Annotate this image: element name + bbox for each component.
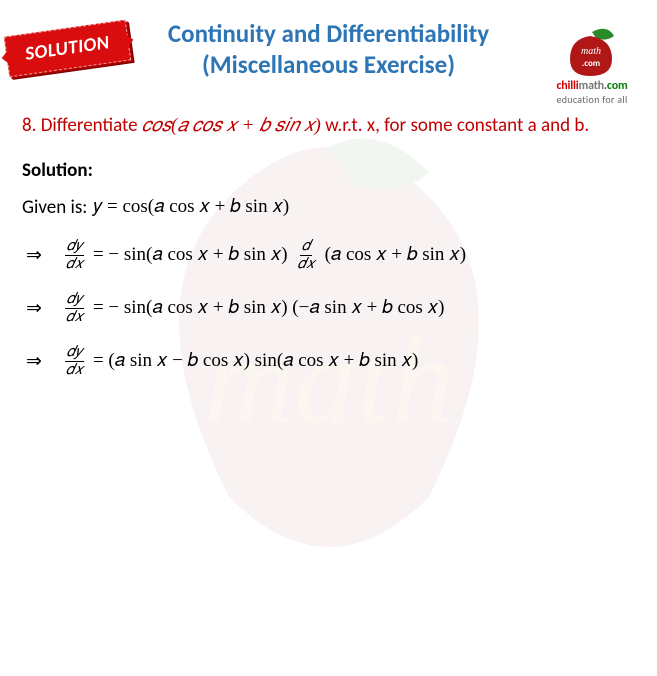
given-expression: 𝑦 = cos(𝑎 cos 𝑥 + 𝑏 sin 𝑥) (93, 196, 289, 218)
solution-heading: Solution: (22, 159, 635, 182)
problem-post: w.r.t. x, for some constant a and b. (321, 114, 589, 137)
dy-dx-fraction: 𝑑𝑦 𝑑𝑥 (64, 345, 85, 378)
step1-part2: (𝑎 cos 𝑥 + 𝑏 sin 𝑥) (325, 244, 466, 266)
dy-dx-fraction: 𝑑𝑦 𝑑𝑥 (64, 239, 85, 272)
step-1: ⇒ 𝑑𝑦 𝑑𝑥 = − sin(𝑎 cos 𝑥 + 𝑏 sin 𝑥) 𝑑 𝑑𝑥 … (22, 239, 635, 272)
implies-arrow: ⇒ (26, 350, 42, 373)
d-dx-fraction: 𝑑 𝑑𝑥 (296, 239, 317, 272)
svg-text:.com: .com (582, 58, 600, 69)
svg-text:math: math (581, 46, 601, 57)
content-area: 8. Differentiate 𝑐𝑜𝑠(𝑎 𝑐𝑜𝑠 𝑥 + 𝑏 𝑠𝑖𝑛 𝑥) … (0, 81, 657, 388)
step-3: ⇒ 𝑑𝑦 𝑑𝑥 = (𝑎 sin 𝑥 − 𝑏 cos 𝑥) sin(𝑎 cos … (22, 345, 635, 378)
given-line: Given is: 𝑦 = cos(𝑎 cos 𝑥 + 𝑏 sin 𝑥) (22, 196, 635, 219)
step3-rhs: = (𝑎 sin 𝑥 − 𝑏 cos 𝑥) sin(𝑎 cos 𝑥 + 𝑏 si… (93, 350, 418, 372)
implies-arrow: ⇒ (26, 297, 42, 320)
problem-statement: 8. Differentiate 𝑐𝑜𝑠(𝑎 𝑐𝑜𝑠 𝑥 + 𝑏 𝑠𝑖𝑛 𝑥) … (22, 107, 635, 145)
chili-icon: math .com (562, 24, 622, 79)
problem-number: 8. (22, 114, 36, 137)
problem-expression: 𝑐𝑜𝑠(𝑎 𝑐𝑜𝑠 𝑥 + 𝑏 𝑠𝑖𝑛 𝑥) (142, 115, 321, 136)
problem-pre: Differentiate (41, 114, 142, 137)
solution-banner-text: SOLUTION (24, 31, 111, 66)
step-2: ⇒ 𝑑𝑦 𝑑𝑥 = − sin(𝑎 cos 𝑥 + 𝑏 sin 𝑥) (−𝑎 s… (22, 292, 635, 325)
given-prefix: Given is: (22, 196, 87, 219)
step2-rhs: = − sin(𝑎 cos 𝑥 + 𝑏 sin 𝑥) (−𝑎 sin 𝑥 + 𝑏… (93, 297, 445, 319)
dy-dx-fraction: 𝑑𝑦 𝑑𝑥 (64, 292, 85, 325)
step1-part1: = − sin(𝑎 cos 𝑥 + 𝑏 sin 𝑥) (93, 244, 288, 266)
implies-arrow: ⇒ (26, 244, 42, 267)
